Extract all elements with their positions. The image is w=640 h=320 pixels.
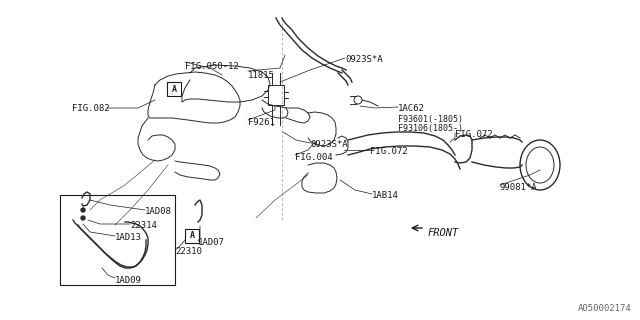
Circle shape (81, 208, 85, 212)
Text: FRONT: FRONT (428, 228, 460, 238)
Text: A: A (189, 231, 195, 241)
Text: FIG.050-12: FIG.050-12 (185, 62, 239, 71)
Text: 1AD13: 1AD13 (115, 233, 142, 242)
Text: 1AD08: 1AD08 (145, 207, 172, 216)
Bar (167, 82, 181, 96)
Text: 22314: 22314 (130, 221, 157, 230)
Text: 1AD07: 1AD07 (198, 238, 225, 247)
Text: FIG.082: FIG.082 (72, 104, 109, 113)
Bar (185, 229, 199, 243)
Text: FIG.072: FIG.072 (455, 130, 493, 139)
Text: 1AB14: 1AB14 (372, 191, 399, 200)
Text: F9261: F9261 (248, 118, 275, 127)
Text: 0923S*A: 0923S*A (345, 55, 383, 64)
Text: F93106(1805-): F93106(1805-) (398, 124, 463, 133)
Bar (268, 85, 284, 105)
Text: 0923S*A: 0923S*A (310, 140, 348, 149)
Text: 22310: 22310 (175, 247, 202, 256)
Text: FIG.072: FIG.072 (370, 147, 408, 156)
Circle shape (81, 216, 85, 220)
Text: FIG.004: FIG.004 (295, 153, 333, 162)
Text: F93601(-1805): F93601(-1805) (398, 115, 463, 124)
Text: 99081*A: 99081*A (500, 183, 538, 192)
Text: 1AC62: 1AC62 (398, 104, 425, 113)
Text: 1AD09: 1AD09 (115, 276, 142, 285)
Text: 11815: 11815 (248, 71, 275, 80)
Bar (60, 195, 175, 285)
Text: A050002174: A050002174 (579, 304, 632, 313)
Text: A: A (172, 84, 177, 93)
